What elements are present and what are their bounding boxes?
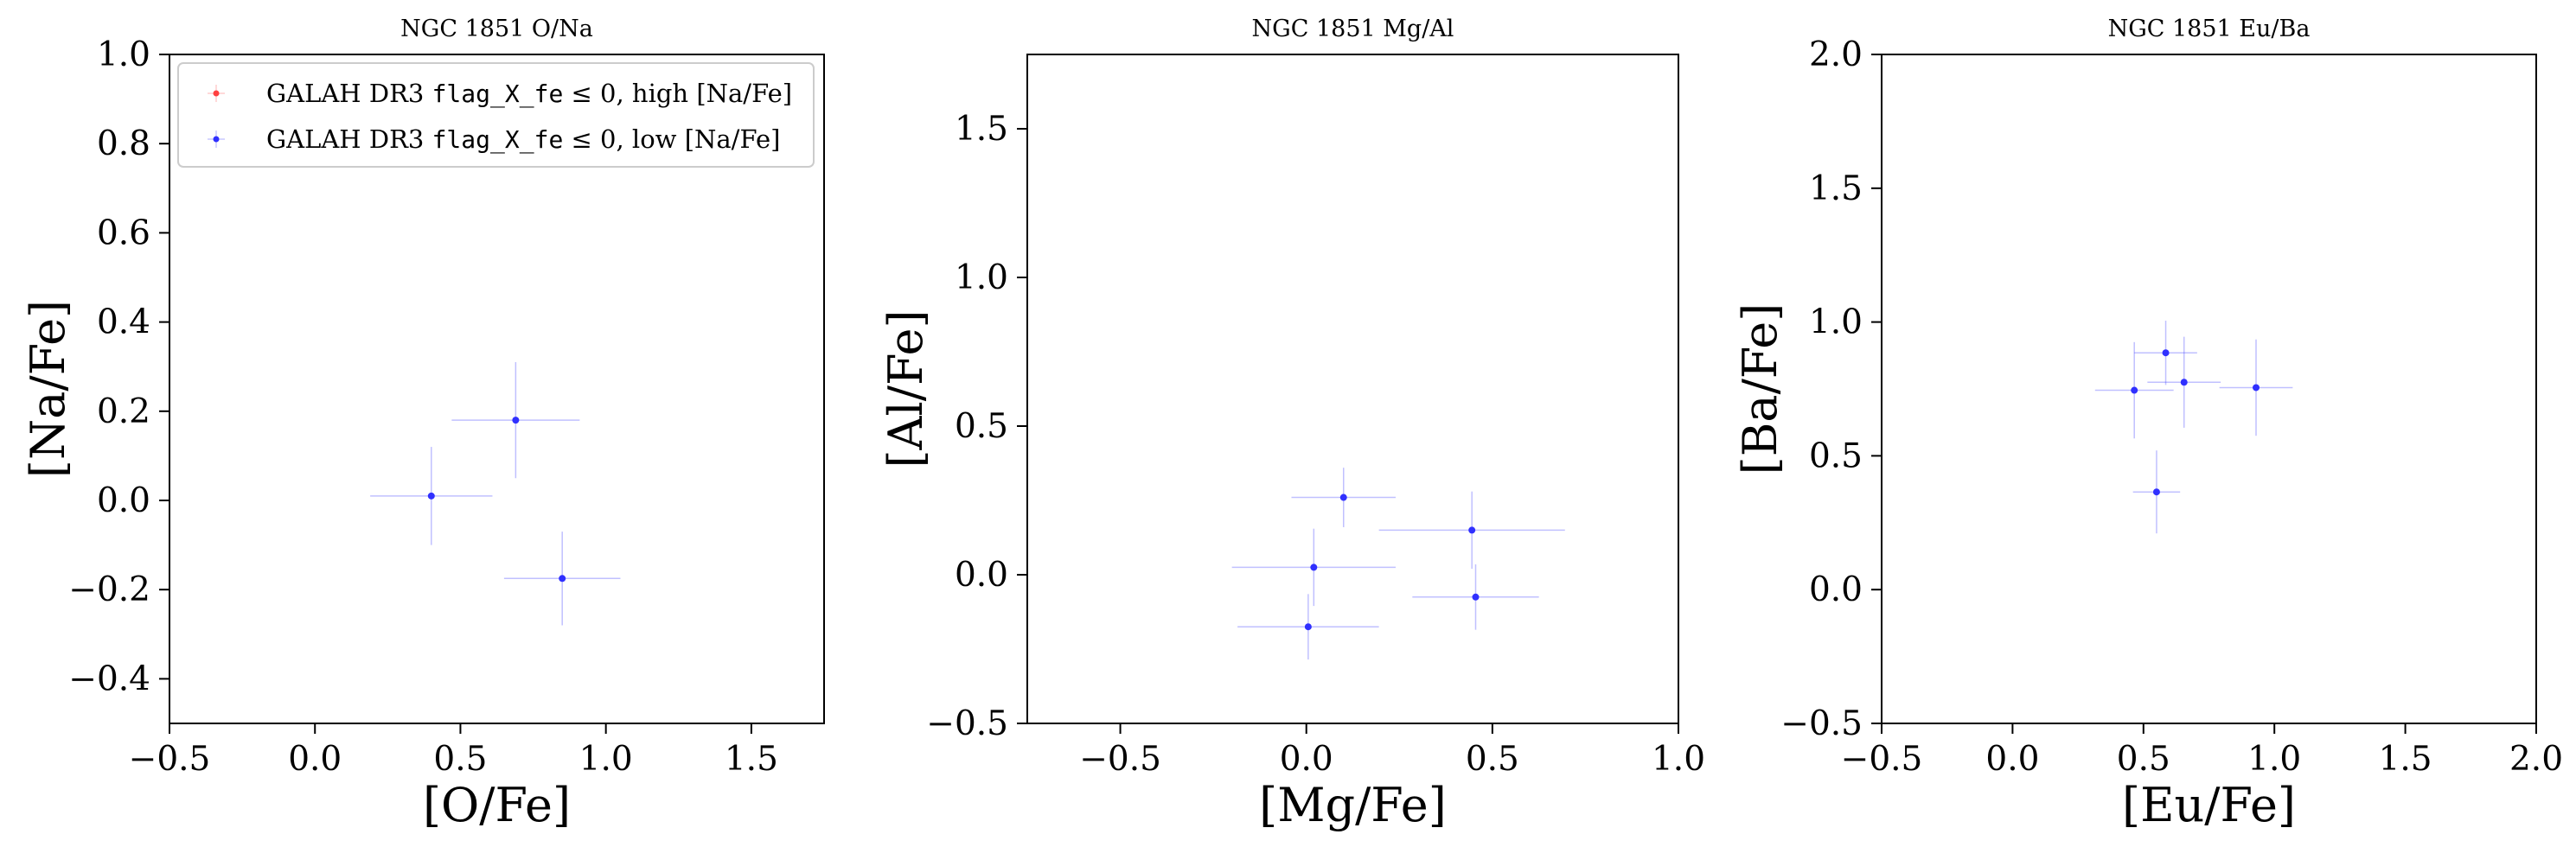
y-tick-label: 0.5 [955, 407, 1008, 446]
y-tick-label: −0.2 [68, 570, 150, 609]
data-point [1468, 526, 1476, 534]
data-point [427, 492, 435, 500]
plot-frame [1026, 54, 1679, 724]
y-axis-label: [Ba/Fe] [1733, 303, 1787, 475]
data-point [1339, 494, 1347, 501]
x-tick-label: 1.0 [2247, 740, 2301, 779]
panel-o-na: NGC 1851 O/Na −0.5 0.0 0.5 1.0 1.5 −0.4 −0.2 0.… [21, 16, 825, 832]
y-tick-label: 0.5 [1809, 436, 1863, 475]
panel-mg-al: NGC 1851 Mg/Al −0.5 0.0 0.5 1.0 −0.5 0.0 0.5 1.… [879, 16, 1705, 832]
tick-group: −0.5 0.0 0.5 1.0 1.5 2.0 −0.5 0.0 0.5 1.0 1.5 2.0 [1780, 35, 2563, 779]
y-tick-label: 1.0 [97, 35, 150, 74]
legend-label: GALAH DR3 flag_X_fe ≤ 0, high [Na/Fe] [266, 79, 792, 109]
y-tick-label: 0.0 [1809, 570, 1863, 609]
y-axis-label: [Al/Fe] [879, 309, 933, 468]
plot-frame [169, 54, 825, 724]
data-marks [2094, 321, 2293, 534]
y-tick-label: 2.0 [1809, 35, 1863, 74]
data-marks [370, 362, 621, 626]
panel-eu-ba: NGC 1851 Eu/Ba −0.5 0.0 0.5 1.0 1.5 2.0 −0.5 0.… [1733, 16, 2563, 832]
data-point [1310, 564, 1318, 571]
legend: GALAH DR3 flag_X_fe ≤ 0, high [Na/Fe] GA… [177, 62, 815, 168]
legend-box [177, 62, 815, 168]
legend-entry-low: GALAH DR3 flag_X_fe ≤ 0, low [Na/Fe] [208, 124, 780, 155]
data-point [1304, 623, 1312, 631]
panel-title: NGC 1851 O/Na [400, 16, 593, 42]
tick-group: −0.5 0.0 0.5 1.0 1.5 −0.4 −0.2 0.0 0.2 0.4 0.6 0.8 1… [68, 35, 778, 779]
y-tick-label: 0.8 [97, 124, 150, 163]
data-point [2180, 379, 2188, 386]
x-tick-label: −0.5 [1079, 740, 1161, 779]
legend-marker [213, 90, 220, 97]
legend-entry-high: GALAH DR3 flag_X_fe ≤ 0, high [Na/Fe] [208, 79, 792, 109]
x-tick-label: 2.0 [2509, 740, 2563, 779]
legend-label-suffix: ≤ 0, low [Na/Fe] [563, 124, 780, 154]
y-tick-label: −0.5 [1780, 704, 1863, 743]
x-tick-label: 0.0 [288, 740, 342, 779]
data-marks [1231, 468, 1565, 660]
plot-frame [1881, 54, 2537, 724]
legend-label-code: flag_X_fe [432, 80, 564, 109]
x-tick-label: 1.5 [2379, 740, 2432, 779]
x-tick-label: 0.0 [1985, 740, 2039, 779]
y-tick-label: 0.4 [97, 303, 150, 342]
data-point [559, 575, 566, 583]
x-tick-label: 1.5 [725, 740, 778, 779]
x-axis-label: [O/Fe] [423, 778, 571, 832]
data-point [2131, 386, 2138, 394]
panel-title: NGC 1851 Mg/Al [1252, 16, 1454, 42]
x-tick-label: −0.5 [1841, 740, 1923, 779]
y-tick-label: 0.0 [955, 556, 1008, 595]
y-tick-label: 1.0 [955, 258, 1008, 297]
legend-label-prefix: GALAH DR3 [266, 79, 432, 108]
x-tick-label: 0.5 [1466, 740, 1519, 779]
data-point [2162, 349, 2170, 357]
x-tick-label: 1.0 [1652, 740, 1705, 779]
x-tick-label: 0.5 [2117, 740, 2170, 779]
x-tick-label: 1.0 [579, 740, 633, 779]
y-tick-label: 0.2 [97, 392, 150, 431]
x-tick-label: 0.5 [433, 740, 487, 779]
legend-label: GALAH DR3 flag_X_fe ≤ 0, low [Na/Fe] [266, 124, 780, 155]
tick-group: −0.5 0.0 0.5 1.0 −0.5 0.0 0.5 1.0 1.5 [926, 110, 1705, 779]
data-point [512, 417, 520, 424]
data-point [1472, 593, 1480, 601]
x-axis-label: [Mg/Fe] [1259, 778, 1447, 832]
x-tick-label: −0.5 [129, 740, 211, 779]
legend-label-code: flag_X_fe [432, 125, 564, 155]
x-tick-label: 0.0 [1280, 740, 1333, 779]
panel-title: NGC 1851 Eu/Ba [2108, 16, 2311, 42]
y-tick-label: 1.5 [1809, 169, 1863, 208]
legend-label-prefix: GALAH DR3 [266, 124, 432, 154]
legend-marker [213, 136, 220, 143]
legend-label-suffix: ≤ 0, high [Na/Fe] [563, 79, 792, 108]
y-tick-label: 0.6 [97, 213, 150, 252]
y-tick-label: 1.5 [955, 110, 1008, 149]
y-tick-label: 0.0 [97, 481, 150, 520]
data-point [2152, 488, 2160, 496]
y-tick-label: −0.4 [68, 659, 150, 698]
y-tick-label: 1.0 [1809, 303, 1863, 342]
x-axis-label: [Eu/Fe] [2122, 778, 2296, 832]
y-axis-label: [Na/Fe] [21, 300, 75, 478]
y-tick-label: −0.5 [926, 704, 1008, 743]
data-point [2253, 384, 2260, 392]
